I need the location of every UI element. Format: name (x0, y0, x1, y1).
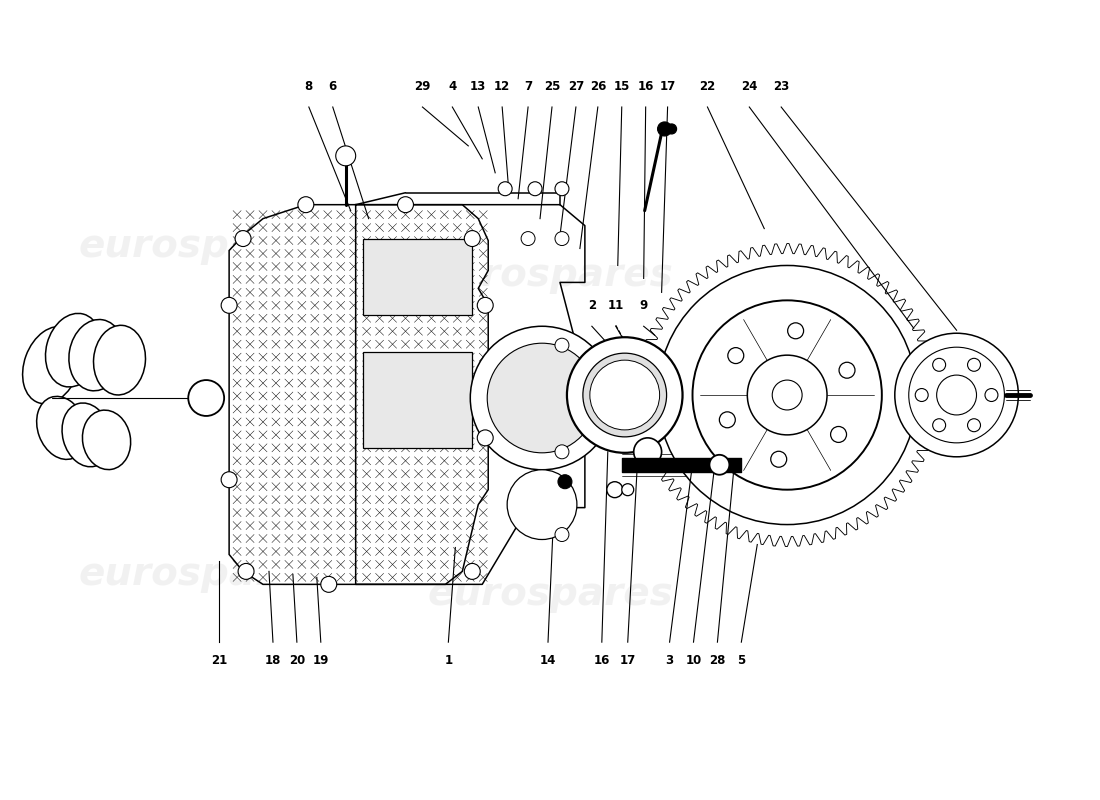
Ellipse shape (62, 403, 111, 466)
Circle shape (728, 348, 744, 363)
Circle shape (556, 445, 569, 458)
Text: 5: 5 (737, 654, 746, 667)
Circle shape (984, 389, 998, 402)
Circle shape (558, 474, 572, 489)
Circle shape (607, 482, 623, 498)
Circle shape (188, 380, 224, 416)
Circle shape (464, 230, 481, 246)
Text: 7: 7 (524, 80, 532, 93)
Text: 2: 2 (587, 299, 596, 312)
Circle shape (556, 338, 569, 352)
Circle shape (933, 418, 946, 432)
Circle shape (528, 182, 542, 196)
Circle shape (621, 484, 634, 496)
Text: 16: 16 (638, 80, 653, 93)
Circle shape (658, 122, 672, 136)
Text: 19: 19 (312, 654, 329, 667)
Circle shape (556, 182, 569, 196)
Text: 26: 26 (590, 80, 606, 93)
Text: 27: 27 (568, 80, 584, 93)
Text: eurospares: eurospares (427, 575, 673, 614)
Text: 20: 20 (289, 654, 305, 667)
Circle shape (397, 197, 414, 213)
Circle shape (747, 355, 827, 435)
Text: 24: 24 (741, 80, 758, 93)
Circle shape (693, 300, 882, 490)
Circle shape (772, 380, 802, 410)
Circle shape (336, 146, 355, 166)
Circle shape (839, 362, 855, 378)
Circle shape (583, 353, 667, 437)
Circle shape (471, 326, 614, 470)
Text: eurospares: eurospares (78, 555, 324, 594)
Circle shape (915, 389, 928, 402)
Circle shape (909, 347, 1004, 443)
Circle shape (238, 563, 254, 579)
Circle shape (221, 472, 238, 488)
Ellipse shape (36, 396, 87, 459)
Text: 12: 12 (494, 80, 510, 93)
Circle shape (667, 124, 676, 134)
Text: 18: 18 (265, 654, 282, 667)
Circle shape (933, 358, 946, 371)
Circle shape (464, 563, 481, 579)
Text: 22: 22 (700, 80, 716, 93)
Text: 4: 4 (448, 80, 456, 93)
Text: eurospares: eurospares (427, 257, 673, 294)
Circle shape (521, 231, 535, 246)
Polygon shape (363, 238, 472, 315)
Circle shape (221, 298, 238, 314)
Text: 16: 16 (594, 654, 610, 667)
Ellipse shape (45, 314, 102, 387)
Text: 14: 14 (540, 654, 557, 667)
Circle shape (894, 334, 1019, 457)
Circle shape (968, 358, 980, 371)
Circle shape (298, 197, 314, 213)
Circle shape (498, 182, 513, 196)
Text: 21: 21 (211, 654, 228, 667)
Text: 17: 17 (619, 654, 636, 667)
Text: 28: 28 (710, 654, 726, 667)
Circle shape (487, 343, 597, 453)
Circle shape (556, 231, 569, 246)
Circle shape (321, 576, 337, 592)
Text: 9: 9 (639, 299, 648, 312)
Text: 23: 23 (773, 80, 790, 93)
Circle shape (658, 266, 916, 525)
Circle shape (771, 451, 786, 467)
Circle shape (634, 438, 661, 466)
Circle shape (566, 338, 682, 453)
Ellipse shape (82, 410, 131, 470)
Text: eurospares: eurospares (78, 226, 324, 265)
Text: 11: 11 (607, 299, 624, 312)
Ellipse shape (94, 326, 145, 395)
Ellipse shape (23, 326, 81, 404)
Circle shape (556, 527, 569, 542)
Polygon shape (363, 352, 472, 448)
Circle shape (830, 426, 847, 442)
Text: 3: 3 (666, 654, 673, 667)
Text: 13: 13 (470, 80, 486, 93)
Ellipse shape (69, 319, 124, 391)
Text: 8: 8 (305, 80, 314, 93)
Circle shape (590, 360, 660, 430)
Circle shape (937, 375, 977, 415)
Circle shape (719, 412, 735, 428)
Text: 1: 1 (444, 654, 452, 667)
Circle shape (507, 470, 576, 539)
Text: 29: 29 (415, 80, 430, 93)
Circle shape (477, 298, 493, 314)
Text: 6: 6 (329, 80, 337, 93)
Circle shape (968, 418, 980, 432)
Polygon shape (229, 205, 488, 584)
Circle shape (477, 430, 493, 446)
Circle shape (788, 323, 804, 338)
Circle shape (235, 230, 251, 246)
Text: 10: 10 (685, 654, 702, 667)
Circle shape (710, 455, 729, 474)
Text: 17: 17 (660, 80, 675, 93)
Text: 25: 25 (543, 80, 560, 93)
Text: 15: 15 (614, 80, 630, 93)
